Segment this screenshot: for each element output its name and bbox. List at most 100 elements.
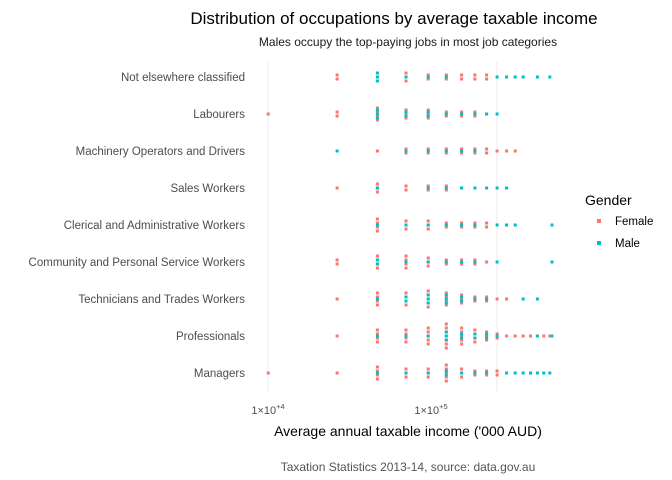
y-tick-label: Professionals — [176, 331, 245, 343]
data-point-female — [404, 147, 408, 151]
data-point-male — [460, 260, 464, 264]
data-point-female — [485, 373, 489, 377]
data-point-female — [375, 114, 379, 118]
data-point-female — [426, 151, 430, 155]
data-point-female — [473, 258, 477, 262]
data-point-female — [375, 190, 379, 194]
data-point-female — [460, 147, 464, 151]
data-point-male — [473, 332, 477, 336]
data-point-male — [404, 260, 408, 264]
data-point-female — [473, 114, 477, 118]
data-point-female — [426, 367, 430, 371]
data-point-male — [404, 299, 408, 303]
data-point-female — [335, 110, 339, 114]
data-point-male — [542, 371, 546, 375]
data-point-female — [460, 338, 464, 342]
data-point-female — [473, 147, 477, 151]
data-point-female — [529, 334, 532, 338]
data-point-female — [375, 303, 379, 307]
legend-label-female: Female — [615, 216, 653, 228]
x-axis-tick-labels: 1×10+4 1×10+5 — [251, 402, 447, 417]
data-point-female — [444, 342, 448, 346]
data-point-male — [375, 186, 379, 190]
data-point-female — [460, 258, 464, 262]
data-point-female — [444, 151, 448, 155]
data-point-female — [444, 147, 448, 151]
data-point-male — [521, 371, 525, 375]
data-point-female — [335, 262, 339, 266]
data-point-male — [426, 293, 430, 297]
data-point-female — [266, 371, 270, 375]
data-point-male — [473, 112, 477, 116]
data-point-male — [444, 369, 448, 373]
data-point-female — [444, 371, 448, 375]
data-point-male — [521, 75, 525, 79]
data-point-female — [404, 254, 408, 258]
data-point-male — [426, 297, 430, 301]
data-point-female — [542, 334, 546, 338]
data-point-female — [485, 338, 489, 342]
data-point-male — [444, 260, 448, 264]
data-point-male — [404, 295, 408, 299]
data-point-male — [375, 71, 379, 75]
data-point-female — [404, 291, 408, 295]
data-point-female — [505, 297, 509, 301]
data-point-male — [335, 149, 339, 153]
data-point-female — [404, 340, 408, 344]
data-point-female — [335, 334, 339, 338]
legend-label-male: Male — [615, 238, 640, 250]
data-point-male — [485, 112, 489, 116]
data-point-male — [513, 75, 517, 79]
data-point-female — [426, 108, 430, 112]
data-point-male — [444, 186, 448, 190]
data-point-female — [426, 330, 430, 334]
data-point-female — [460, 225, 464, 229]
data-point-male — [426, 260, 430, 264]
data-point-female — [495, 373, 499, 377]
data-point-female — [444, 77, 448, 81]
data-point-female — [375, 291, 379, 295]
data-point-female — [444, 303, 448, 307]
data-point-male — [375, 371, 379, 375]
data-point-male — [513, 223, 517, 227]
data-point-male — [375, 79, 379, 83]
data-point-female — [375, 299, 379, 303]
data-point-male — [375, 258, 379, 262]
x-tick-label: 1×10+5 — [414, 402, 447, 417]
data-point-female — [375, 217, 379, 221]
data-point-male — [460, 299, 464, 303]
data-point-female — [473, 340, 477, 344]
data-point-male — [404, 75, 408, 79]
data-points — [266, 71, 554, 383]
data-point-female — [485, 151, 489, 155]
data-point-female — [485, 73, 489, 77]
data-point-female — [375, 118, 379, 122]
data-point-male — [426, 110, 430, 114]
data-point-male — [550, 223, 554, 227]
data-point-female — [485, 334, 489, 338]
data-point-female — [335, 258, 339, 262]
data-point-female — [485, 77, 489, 81]
data-point-female — [495, 332, 499, 336]
x-axis-title: Average annual taxable income ('000 AUD) — [274, 423, 542, 439]
data-point-female — [404, 151, 408, 155]
data-point-male — [460, 112, 464, 116]
data-point-female — [473, 262, 477, 266]
data-point-female — [444, 73, 448, 77]
data-point-female — [375, 336, 379, 340]
data-point-male — [505, 186, 509, 190]
data-point-male — [404, 149, 408, 153]
data-point-female — [495, 369, 499, 373]
data-point-male — [375, 108, 379, 112]
data-point-female — [460, 114, 464, 118]
data-point-female — [495, 149, 499, 153]
data-point-male — [505, 371, 509, 375]
data-point-male — [444, 149, 448, 153]
data-point-female — [426, 375, 430, 379]
data-point-female — [485, 369, 489, 373]
data-point-male — [444, 223, 448, 227]
data-point-male — [404, 371, 408, 375]
chart-caption: Taxation Statistics 2013-14, source: dat… — [281, 460, 536, 474]
data-point-female — [473, 373, 477, 377]
data-point-female — [375, 149, 379, 153]
